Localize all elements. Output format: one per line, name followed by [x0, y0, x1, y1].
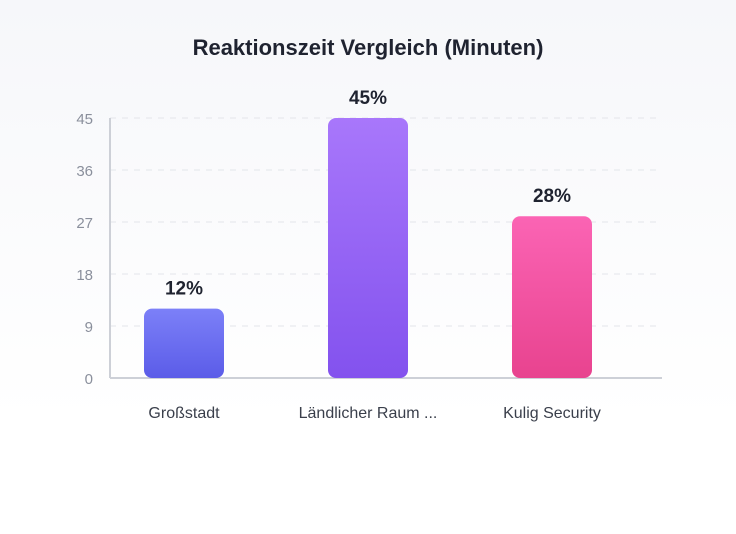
y-tick-label: 9	[85, 319, 93, 336]
bar-2	[512, 216, 592, 378]
bar-1	[328, 118, 408, 378]
y-tick-label: 45	[76, 111, 93, 128]
y-tick-label: 36	[76, 163, 93, 180]
x-tick-label: Ländlicher Raum ...	[299, 405, 438, 422]
y-tick-label: 27	[76, 215, 93, 232]
y-tick-label: 18	[76, 267, 93, 284]
data-label: 28%	[533, 186, 571, 207]
x-tick-label: Kulig Security	[503, 405, 601, 422]
x-tick-label: Großstadt	[148, 405, 220, 422]
chart-title: Reaktionszeit Vergleich (Minuten)	[193, 35, 544, 60]
data-label: 45%	[349, 88, 387, 109]
bar-0	[144, 308, 224, 378]
data-label: 12%	[165, 279, 203, 300]
y-tick-label: 0	[85, 371, 93, 388]
